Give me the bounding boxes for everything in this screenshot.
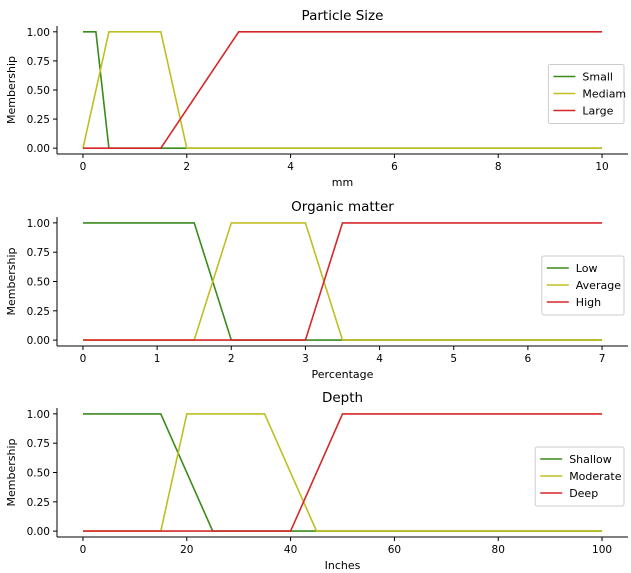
x-tick-label: 20 — [180, 544, 193, 556]
x-tick-label: 4 — [376, 353, 383, 365]
legend-entry: Average — [576, 279, 621, 292]
chart-panel-2: Organic matter 0 1 2 3 4 5 6 7 0.00 0.25 0.50 0.75 1.… — [5, 199, 628, 381]
x-tick-label: 7 — [599, 353, 606, 365]
series-line-deep — [83, 413, 602, 532]
legend-entry: Low — [576, 262, 598, 275]
x-tick-label: 3 — [302, 353, 309, 365]
y-tick-label: 1.00 — [27, 409, 50, 421]
legend: Shallow Moderate Deep — [534, 446, 625, 507]
y-tick-label: 1.00 — [27, 27, 50, 39]
y-tick-label: 0.25 — [27, 306, 50, 318]
legend-entry: Small — [582, 71, 613, 84]
x-tick-label: 0 — [80, 161, 87, 173]
y-axis-label: Membership — [5, 56, 18, 124]
legend: Low Average High — [541, 255, 625, 316]
x-tick-label: 2 — [183, 161, 190, 173]
legend-box — [541, 255, 625, 316]
chart-title: Organic matter — [291, 199, 394, 215]
y-tick-label: 1.00 — [27, 218, 50, 230]
legend-entry: Shallow — [569, 453, 612, 466]
series-line-moderate — [83, 413, 602, 532]
chart-title: Depth — [322, 390, 363, 406]
y-tick-label: 0.00 — [27, 143, 50, 155]
x-tick-label: 100 — [592, 544, 612, 556]
y-tick-label: 0.00 — [27, 335, 50, 347]
legend-box — [547, 64, 625, 124]
x-tick-label: 4 — [287, 161, 294, 173]
x-tick-label: 8 — [495, 161, 502, 173]
x-tick-label: 5 — [450, 353, 457, 365]
legend-entry: Mediam — [582, 88, 626, 101]
legend: Small Mediam Large — [547, 64, 626, 124]
y-tick-label: 0.50 — [27, 468, 50, 480]
legend-entry: Deep — [569, 487, 598, 500]
x-axis-label: Inches — [325, 559, 361, 572]
legend-box — [534, 446, 625, 507]
y-tick-label: 0.00 — [27, 526, 50, 538]
y-tick-label: 0.50 — [27, 277, 50, 289]
legend-entry: Large — [582, 105, 613, 118]
y-tick-label: 0.25 — [27, 497, 50, 509]
chart-title: Particle Size — [302, 8, 384, 24]
y-tick-label: 0.75 — [27, 56, 50, 68]
series-line-mediam — [82, 30, 602, 149]
chart-panel-3: Depth 0 20 40 60 80 100 0.00 0.25 0.50 0.75 1.00 Inc… — [5, 390, 628, 572]
x-tick-label: 40 — [284, 544, 297, 556]
y-axis-label: Membership — [5, 438, 18, 506]
x-tick-label: 0 — [80, 353, 87, 365]
y-axis-label: Membership — [5, 247, 18, 315]
y-tick-label: 0.50 — [27, 85, 50, 97]
legend-entry: High — [576, 296, 601, 309]
series-line-small — [83, 30, 602, 149]
chart-panel-1: Particle Size 0 2 4 6 8 10 0.00 0.25 0.50 0.75 1.00… — [5, 8, 628, 189]
series-line-average — [83, 222, 602, 341]
x-tick-label: 1 — [154, 353, 161, 365]
series-line-high — [83, 222, 602, 341]
series-line-shallow — [83, 413, 602, 532]
x-tick-label: 6 — [391, 161, 398, 173]
y-tick-label: 0.25 — [27, 114, 50, 126]
x-axis-label: mm — [332, 176, 353, 189]
y-tick-label: 0.75 — [27, 247, 50, 259]
y-tick-label: 0.75 — [27, 438, 50, 450]
x-axis-label: Percentage — [312, 368, 374, 381]
legend-entry: Moderate — [569, 470, 622, 483]
x-tick-label: 80 — [492, 544, 505, 556]
x-tick-label: 2 — [228, 353, 235, 365]
x-tick-label: 10 — [595, 161, 608, 173]
x-tick-label: 6 — [525, 353, 532, 365]
x-tick-label: 0 — [80, 544, 87, 556]
series-line-low — [83, 222, 602, 341]
x-tick-label: 60 — [388, 544, 401, 556]
series-line-large — [83, 30, 602, 149]
